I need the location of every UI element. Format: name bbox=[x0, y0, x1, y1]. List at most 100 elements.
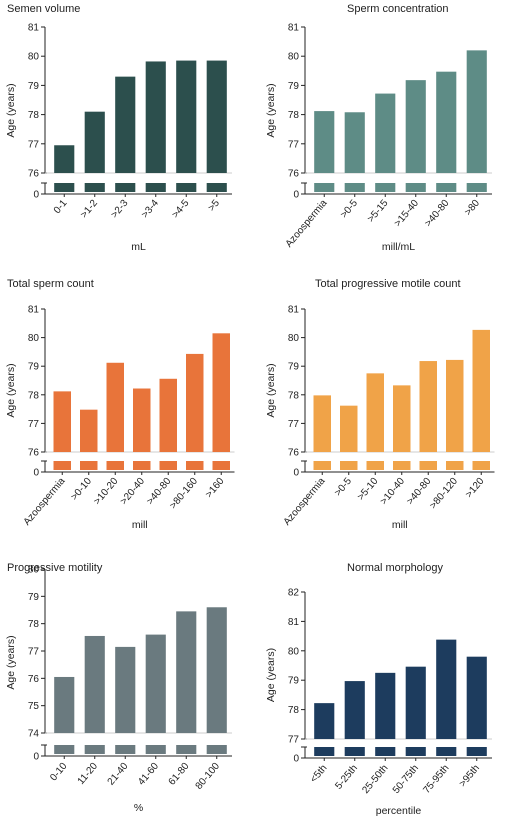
y-tick-label: 0 bbox=[33, 190, 39, 201]
bar bbox=[176, 611, 197, 733]
y-tick-label: 79 bbox=[28, 362, 40, 373]
y-tick-label: 81 bbox=[28, 305, 40, 316]
y-tick-label: 79 bbox=[288, 676, 300, 687]
chart-title: Semen volume bbox=[7, 3, 80, 15]
y-tick-label: 78 bbox=[28, 110, 40, 121]
chart-sperm-concentration: Sperm concentration Age (years) 76 77 78 79 80… bbox=[265, 3, 492, 253]
bar bbox=[145, 634, 166, 733]
y-axis-label: Age (years) bbox=[265, 83, 277, 137]
y-axis-label: Age (years) bbox=[265, 363, 277, 417]
x-tick-label: >80-120 bbox=[428, 476, 460, 512]
x-axis-label: mill/mL bbox=[382, 241, 415, 253]
x-tick-label: >10-40 bbox=[378, 476, 407, 507]
bar bbox=[375, 672, 396, 739]
y-tick-label: 77 bbox=[288, 139, 300, 150]
y-tick-label: 76 bbox=[28, 448, 40, 459]
bar-stub bbox=[466, 183, 487, 192]
x-tick-label: >0-5 bbox=[339, 198, 361, 221]
bar bbox=[206, 607, 227, 733]
chart-total-progressive-motile-count: Total progressive motile count Age (years… bbox=[265, 278, 495, 531]
chart-title: Sperm concentration bbox=[347, 3, 449, 15]
y-tick-label: 80 bbox=[288, 333, 300, 344]
x-tick-label: >20-40 bbox=[118, 476, 147, 507]
bar-stub bbox=[176, 183, 197, 192]
bar-stub bbox=[472, 461, 490, 470]
bar bbox=[80, 409, 98, 452]
y-tick-label: 79 bbox=[288, 81, 300, 92]
x-tick-label: >40-80 bbox=[423, 198, 452, 229]
x-tick-label: >160 bbox=[204, 476, 227, 501]
bar-stub bbox=[419, 461, 437, 470]
x-axis-label: mL bbox=[131, 241, 146, 253]
y-tick-label: 75 bbox=[28, 701, 40, 712]
y-tick-label: 78 bbox=[28, 390, 40, 401]
y-tick-label: 78 bbox=[288, 390, 300, 401]
bar bbox=[145, 61, 166, 173]
bar bbox=[54, 676, 75, 733]
x-tick-label: 80-100 bbox=[194, 761, 223, 792]
y-tick-label: 80 bbox=[28, 565, 40, 576]
x-tick-label: >0-5 bbox=[333, 476, 355, 499]
chart-semen-volume: Semen volume Age (years) 76 77 78 79 80 81 0 0-1 >… bbox=[5, 3, 232, 253]
x-axis-label: mill bbox=[392, 519, 408, 531]
bar bbox=[419, 361, 437, 452]
bar bbox=[159, 378, 177, 452]
x-tick-label: >80-160 bbox=[168, 476, 200, 512]
x-tick-label: 75-95th bbox=[421, 763, 451, 796]
y-tick-label: 76 bbox=[288, 448, 300, 459]
y-tick-label: 76 bbox=[28, 674, 40, 685]
y-tick-label: 77 bbox=[28, 419, 40, 430]
y-tick-label: 80 bbox=[28, 333, 40, 344]
x-tick-label: 5-25th bbox=[333, 763, 360, 792]
bar bbox=[436, 639, 457, 739]
bar-stub bbox=[446, 461, 464, 470]
y-tick-label: 0 bbox=[33, 752, 39, 763]
chart-panel-total-sperm-count: Total sperm count Age (years) 76 77 78 79 80 81… bbox=[0, 275, 260, 545]
bar-stub bbox=[212, 461, 230, 470]
x-axis-label: percentile bbox=[376, 805, 422, 817]
y-tick-label: 77 bbox=[288, 735, 300, 746]
bar bbox=[344, 681, 365, 739]
x-tick-label: >2-3 bbox=[109, 198, 131, 221]
bar bbox=[212, 333, 230, 452]
bar bbox=[466, 50, 487, 173]
bar bbox=[84, 111, 105, 173]
bar-stub bbox=[436, 747, 457, 756]
y-tick-label: 80 bbox=[288, 646, 300, 657]
bar bbox=[313, 395, 331, 452]
bar bbox=[314, 111, 335, 173]
chart-panel-sperm-concentration: Sperm concentration Age (years) 76 77 78 79 80… bbox=[260, 0, 520, 270]
x-tick-label: <5th bbox=[308, 763, 329, 785]
bar bbox=[115, 646, 136, 733]
x-axis-label: % bbox=[134, 802, 143, 814]
bar-stub bbox=[145, 745, 166, 754]
bar bbox=[405, 80, 426, 173]
x-tick-label: >10-20 bbox=[92, 476, 121, 507]
y-tick-label: 77 bbox=[28, 139, 40, 150]
bar-stub bbox=[314, 747, 335, 756]
bar-stub bbox=[133, 461, 151, 470]
bar-stub bbox=[206, 745, 227, 754]
bar-stub bbox=[186, 461, 204, 470]
bar bbox=[84, 635, 105, 733]
bar-stub bbox=[375, 183, 396, 192]
x-tick-label: >5 bbox=[206, 198, 222, 214]
y-tick-label: 79 bbox=[288, 362, 300, 373]
bar-stub bbox=[206, 183, 227, 192]
bar-stub bbox=[159, 461, 177, 470]
x-tick-label: 41-60 bbox=[136, 761, 161, 788]
y-tick-label: 0 bbox=[33, 468, 39, 479]
bar-stub bbox=[115, 183, 136, 192]
bar-stub bbox=[84, 745, 105, 754]
x-tick-label: >15-40 bbox=[392, 198, 421, 229]
x-tick-label: 0-10 bbox=[48, 761, 70, 784]
x-tick-label: >3-4 bbox=[140, 198, 162, 221]
bar-stub bbox=[84, 183, 105, 192]
chart-title: Total sperm count bbox=[7, 278, 94, 290]
bar-stub bbox=[375, 747, 396, 756]
bar-stub bbox=[466, 747, 487, 756]
y-axis-label: Age (years) bbox=[5, 635, 17, 689]
y-tick-label: 76 bbox=[288, 169, 300, 180]
bar-stub bbox=[366, 461, 384, 470]
bar-stub bbox=[436, 183, 457, 192]
